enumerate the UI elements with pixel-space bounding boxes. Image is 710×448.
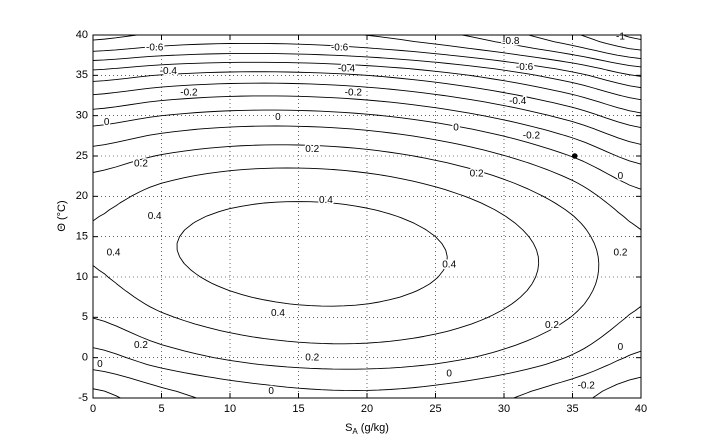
contour-label: 0: [446, 368, 452, 379]
y-tick-label: -5: [78, 392, 88, 404]
contour-label: 0: [453, 122, 459, 133]
contour-label: 0.2: [613, 247, 627, 258]
contour-line: [528, 35, 641, 60]
contour-label: 0: [97, 359, 103, 370]
x-tick-label: 10: [224, 403, 236, 415]
y-tick-label: 15: [76, 231, 88, 243]
contour-label: 0.2: [305, 352, 319, 363]
contour-line: [93, 42, 641, 89]
contour-label: 0.2: [470, 168, 484, 179]
contour-line: [93, 95, 641, 398]
y-tick-label: 5: [82, 311, 88, 323]
y-tick-label: 40: [76, 29, 88, 41]
contour-label: 0.2: [134, 159, 148, 170]
x-tick-label: 20: [361, 403, 373, 415]
contour-label: 0.4: [271, 308, 285, 319]
contour-label: 0.4: [442, 260, 456, 271]
contour-label: 0.2: [545, 320, 559, 331]
y-tick-label: 25: [76, 150, 88, 162]
contour-label: 0: [268, 386, 274, 397]
contour-line: [93, 109, 641, 398]
y-tick-label: 20: [76, 190, 88, 202]
y-tick-label: 35: [76, 69, 88, 81]
contour-line: [93, 71, 641, 129]
contour-label: -0.2: [523, 130, 541, 141]
contour-label: 0.4: [148, 211, 162, 222]
contour-line: [93, 61, 641, 114]
y-tick-label: 30: [76, 110, 88, 122]
x-tick-label: 15: [292, 403, 304, 415]
x-tick-label: 40: [635, 403, 647, 415]
point: [571, 153, 578, 159]
contour-label: 0.2: [305, 144, 319, 155]
contour-label: -1: [616, 31, 625, 42]
contour-line: [93, 167, 540, 345]
x-tick-label: 5: [158, 403, 164, 415]
contour-label: -0.8: [502, 36, 520, 47]
y-axis-label: Θ (°C): [56, 200, 68, 231]
x-label-rest: (g/kg): [358, 422, 389, 434]
contour-label: -0.4: [160, 66, 178, 77]
contour-label: 0.4: [107, 247, 121, 258]
contour-line: [93, 52, 641, 101]
contour-label: -0.2: [578, 381, 596, 392]
y-tick-label: 10: [76, 271, 88, 283]
contour-label: -0.6: [331, 43, 349, 54]
contour-label: -0.6: [146, 43, 164, 54]
contour-labels: -0.6 -0.6-0.8 -1-0.4 -0.4 -0.6-0.2 -0.2-0.4-0…: [96, 30, 630, 399]
contour-line: [462, 35, 641, 68]
contour-label: 0.2: [134, 340, 148, 351]
contours: [93, 35, 641, 398]
contour-label: -0.4: [338, 64, 356, 75]
x-tick-label: 25: [429, 403, 441, 415]
contour-label: -0.6: [516, 62, 534, 73]
contour-line: [93, 35, 641, 77]
x-tick-label: 30: [498, 403, 510, 415]
x-label-main: S: [345, 422, 352, 434]
contour-line: [93, 82, 641, 145]
y-tick-label: 0: [82, 352, 88, 364]
x-label-sub: A: [352, 427, 358, 436]
contour-label: -0.2: [180, 88, 198, 99]
contour-label: 0: [618, 171, 624, 182]
contour-label: 0: [275, 112, 281, 123]
contour-line: [93, 144, 600, 370]
x-tick-label: 35: [566, 403, 578, 415]
contour-line: [176, 201, 448, 307]
contour-line: [93, 125, 641, 391]
contour-label: 0: [618, 342, 624, 353]
contour-label: -0.2: [345, 88, 363, 99]
contour-line: [580, 35, 641, 51]
contour-label: 0.4: [319, 195, 333, 206]
x-tick-label: 0: [90, 403, 96, 415]
x-axis-label: SA (g/kg): [345, 422, 389, 436]
contour-label: 0: [104, 117, 110, 128]
contour-label: -0.4: [509, 96, 527, 107]
